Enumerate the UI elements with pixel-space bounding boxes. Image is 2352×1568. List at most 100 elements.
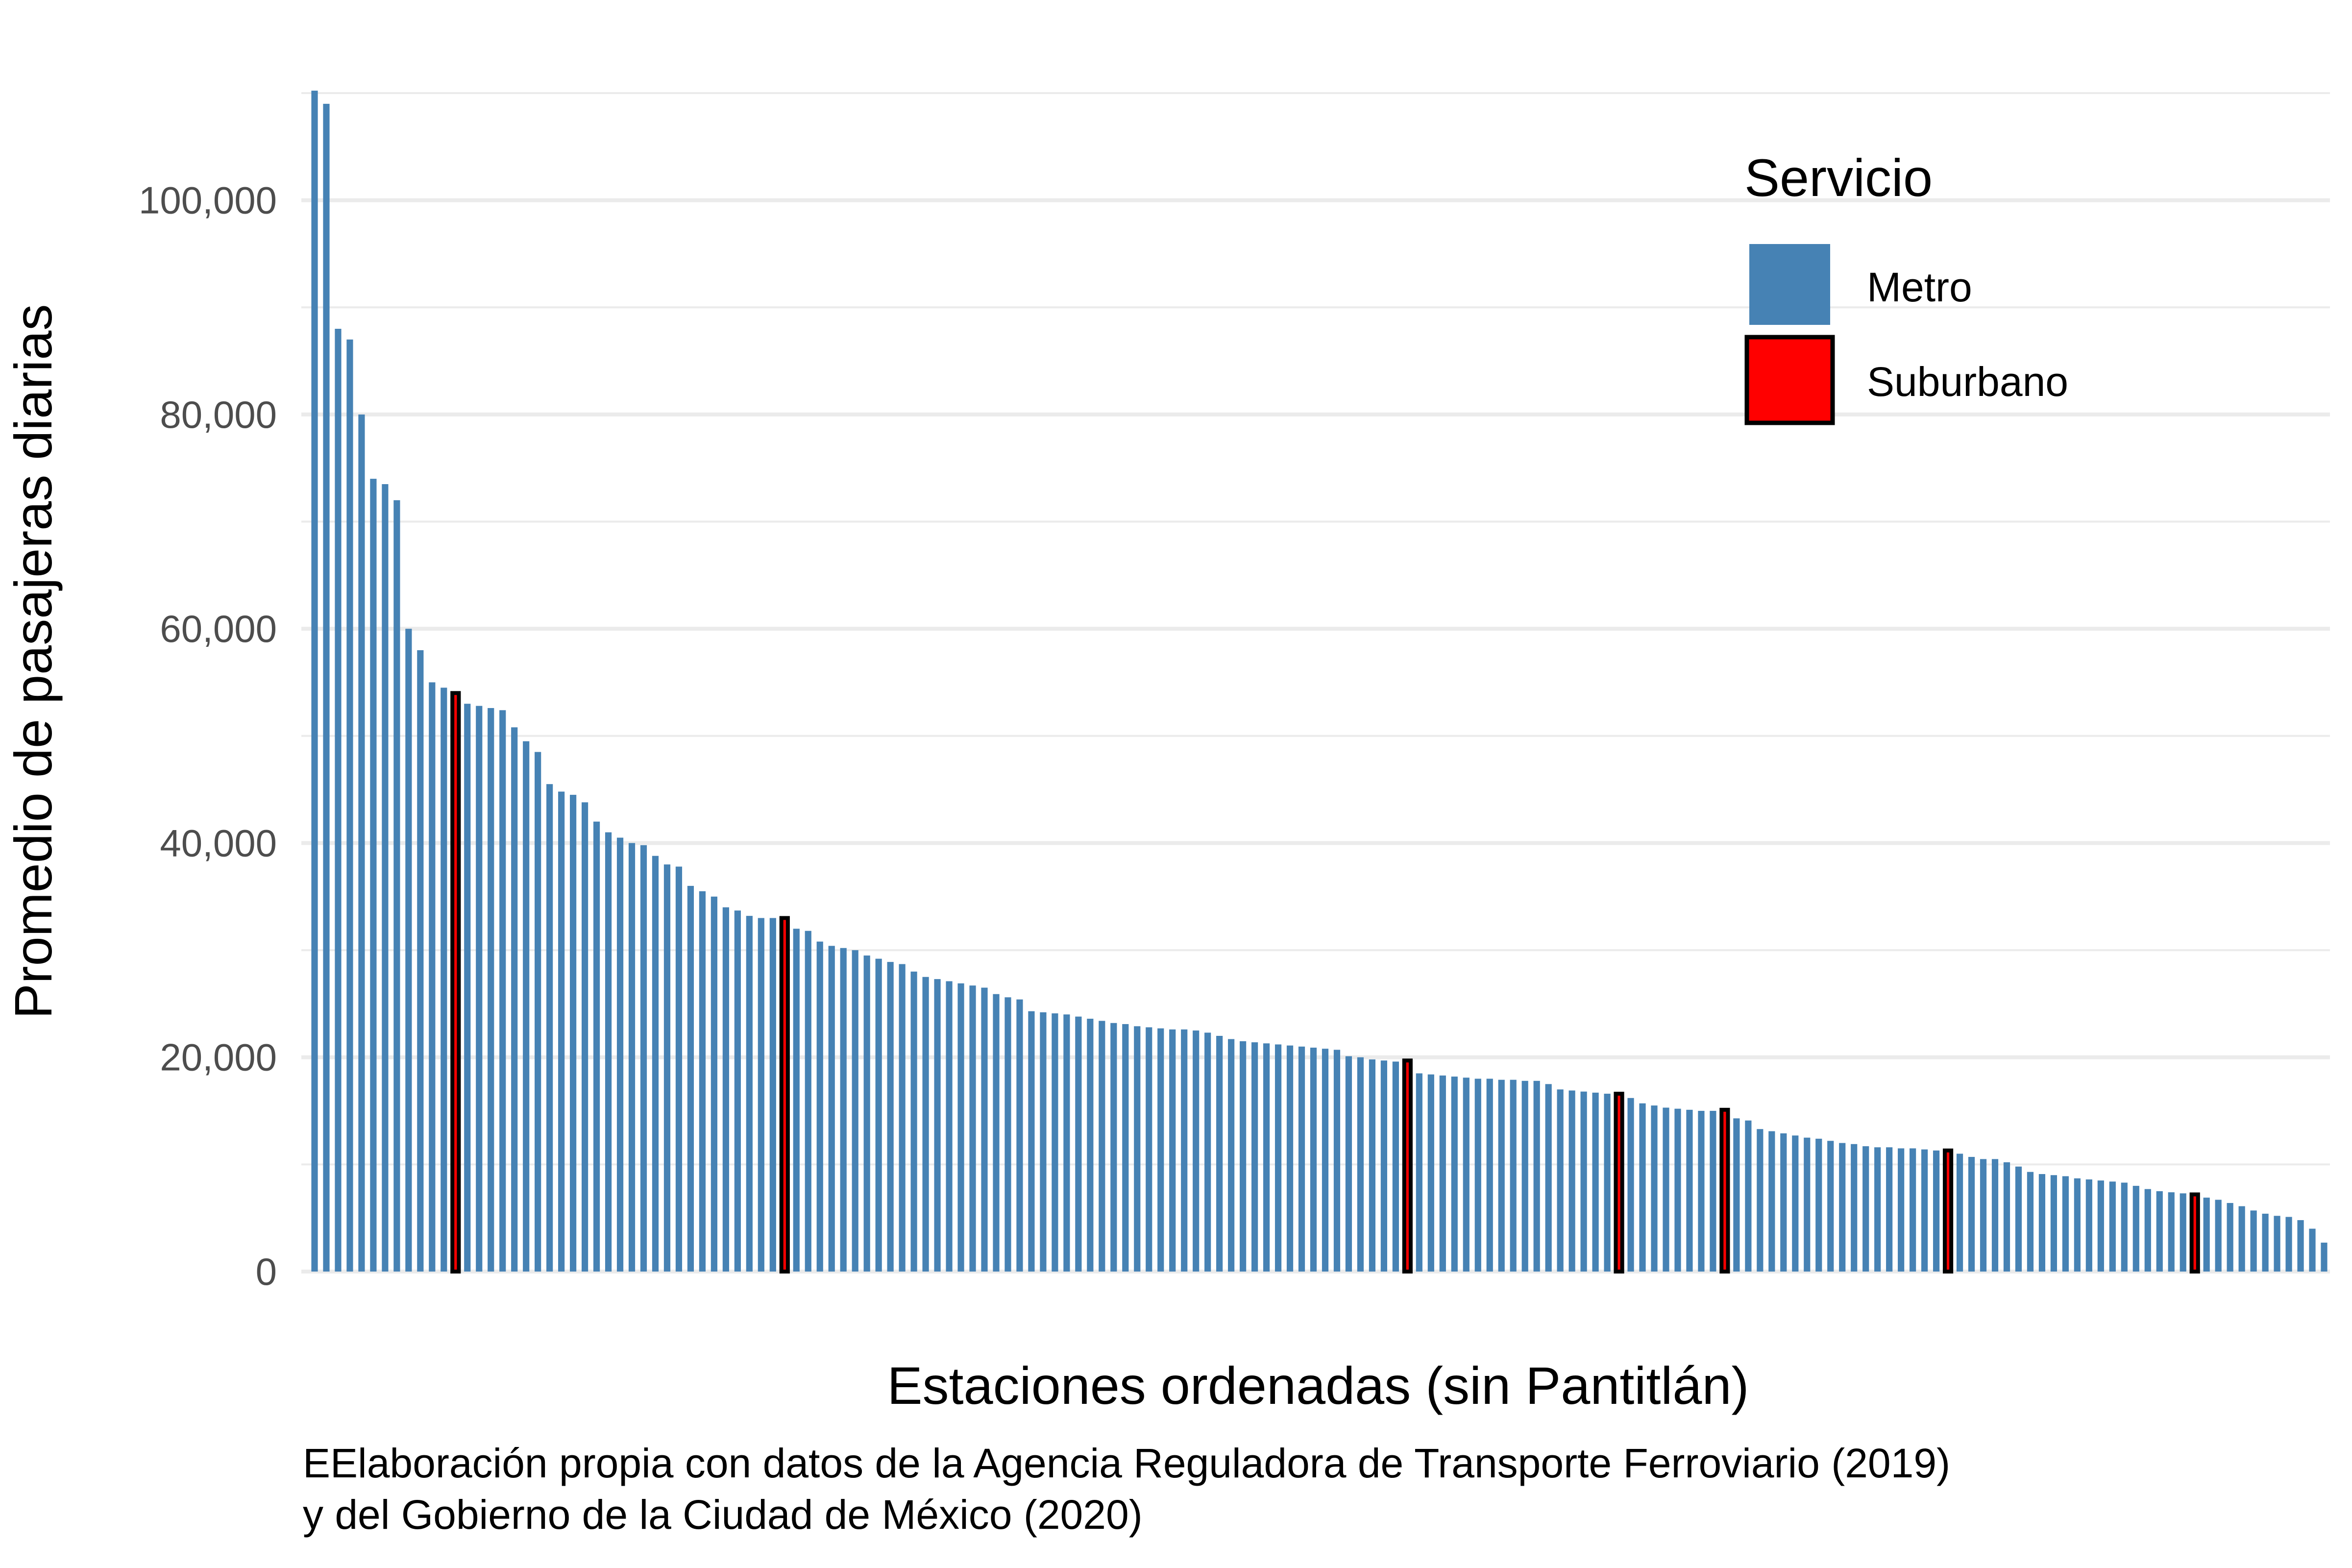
bar-metro	[1322, 1049, 1329, 1272]
bar-metro	[805, 931, 811, 1272]
bar-metro	[2156, 1191, 2163, 1272]
bar-metro	[1568, 1090, 1575, 1272]
bar-metro	[1134, 1026, 1141, 1272]
y-tick-labels: 0 20,000 40,000 60,000 80,000 100,000	[139, 179, 277, 1293]
bar-metro	[311, 91, 318, 1272]
bar-metro	[2168, 1192, 2175, 1272]
bar-suburbano	[779, 916, 790, 1274]
bar-metro	[910, 971, 917, 1272]
bar-metro	[1274, 1044, 1282, 1272]
bar-metro	[441, 687, 447, 1272]
bar-metro	[1416, 1073, 1422, 1272]
bar-metro	[1216, 1036, 1223, 1272]
bar-metro	[734, 910, 741, 1272]
bar-metro	[2109, 1181, 2116, 1272]
bar-metro	[1604, 1094, 1611, 1272]
bar-metro	[2015, 1166, 2022, 1272]
bar-metro	[2062, 1176, 2069, 1272]
bar-suburbano	[1614, 1092, 1624, 1274]
bar-metro	[675, 866, 683, 1272]
bar-metro	[1686, 1109, 1693, 1272]
bar-suburbano	[1942, 1148, 1954, 1274]
bar-metro	[1016, 999, 1023, 1272]
bar-metro	[652, 856, 659, 1272]
bar-metro	[1451, 1077, 1458, 1272]
bar-metro	[2227, 1203, 2233, 1272]
bar-metro	[2250, 1210, 2257, 1272]
bar-metro	[405, 629, 412, 1272]
bar-metro	[981, 987, 988, 1272]
bar-metro	[1592, 1092, 1599, 1272]
bar-metro	[1533, 1080, 1540, 1272]
bar-suburbano	[450, 691, 461, 1274]
bar-metro	[663, 864, 671, 1272]
bar-metro	[2285, 1217, 2292, 1272]
bar-suburbano	[1719, 1107, 1730, 1274]
bar-metro	[1933, 1150, 1940, 1272]
bar-metro	[1980, 1159, 1987, 1272]
bar-metro	[535, 752, 541, 1272]
bar-metro	[1839, 1143, 1846, 1272]
bar-metro	[499, 710, 506, 1272]
bar-metro	[323, 103, 330, 1272]
bar-metro	[1510, 1079, 1517, 1272]
bar-metro	[2321, 1242, 2328, 1272]
bar-metro	[1639, 1103, 1646, 1272]
bar-metro	[1169, 1029, 1176, 1272]
bar-metro	[875, 958, 882, 1272]
bar-metro	[1486, 1078, 1493, 1272]
bar-metro	[1710, 1111, 1716, 1272]
bar-metro	[346, 339, 353, 1272]
bar-metro	[1521, 1080, 1528, 1272]
bars	[311, 91, 2328, 1274]
legend-title: Servicio	[1744, 148, 1933, 207]
bar-metro	[887, 962, 894, 1272]
bar-metro	[769, 918, 776, 1272]
bar-metro	[2121, 1182, 2128, 1272]
bar-metro	[1768, 1131, 1775, 1272]
bar-metro	[1792, 1135, 1799, 1272]
bar-metro	[1968, 1157, 1975, 1272]
bar-metro	[1698, 1111, 1705, 1272]
bar-metro	[1333, 1050, 1341, 1272]
bar-metro	[1780, 1133, 1787, 1272]
bar-metro	[1392, 1061, 1399, 1272]
bar-metro	[558, 791, 565, 1272]
bar-metro	[1040, 1012, 1047, 1272]
bar-metro	[1921, 1149, 1928, 1272]
bar-metro	[1004, 997, 1011, 1272]
bar-metro	[546, 784, 553, 1272]
bar-metro	[1345, 1056, 1352, 1272]
bar-metro	[2003, 1162, 2010, 1272]
bar-metro	[2203, 1198, 2210, 1272]
bar-metro	[464, 704, 471, 1272]
bar-metro	[2144, 1189, 2151, 1272]
bar-metro	[1874, 1147, 1881, 1272]
bar-metro	[1910, 1148, 1916, 1272]
bar-metro	[1380, 1060, 1387, 1272]
bar-metro	[476, 706, 483, 1272]
bar-metro	[934, 979, 941, 1272]
y-tick-label: 40,000	[160, 821, 277, 864]
bar-suburbano	[1402, 1058, 1413, 1274]
bar-metro	[1427, 1074, 1434, 1272]
bar-metro	[2027, 1172, 2034, 1272]
legend-swatch-metro	[1749, 244, 1830, 325]
bar-metro	[793, 929, 800, 1272]
bar-metro	[1228, 1039, 1235, 1272]
bar-metro	[393, 500, 400, 1272]
caption-line-2: y del Gobierno de la Ciudad de México (2…	[303, 1492, 1143, 1538]
bar-metro	[1063, 1014, 1070, 1272]
bar-metro	[1087, 1019, 1094, 1272]
bar-metro	[2180, 1193, 2186, 1272]
bar-metro	[946, 981, 953, 1272]
bar-metro	[2309, 1228, 2316, 1272]
bar-metro	[1886, 1147, 1893, 1272]
bar-metro	[1757, 1129, 1764, 1272]
y-tick-label: 60,000	[160, 607, 277, 650]
legend-swatch-suburbano	[1744, 335, 1835, 425]
bar-metro	[1240, 1041, 1247, 1272]
legend-label-suburbano: Suburbano	[1867, 359, 2068, 405]
bar-metro	[1122, 1024, 1129, 1272]
gridlines	[301, 92, 2330, 1274]
